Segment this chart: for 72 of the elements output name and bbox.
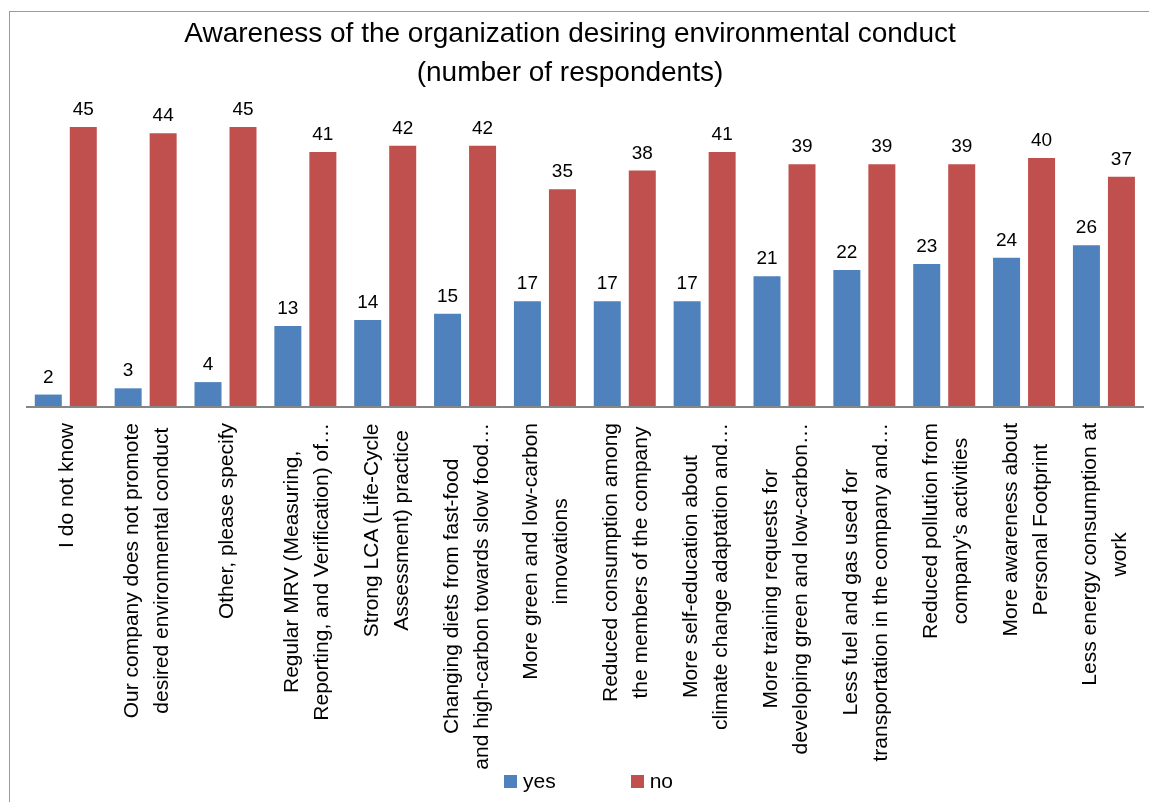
bar [673, 301, 701, 407]
bar [1072, 245, 1100, 407]
bar [513, 301, 541, 407]
data-label: 13 [277, 297, 299, 319]
bar [788, 164, 816, 407]
data-label: 41 [711, 122, 733, 144]
data-label: 21 [756, 247, 778, 269]
bar [114, 388, 142, 407]
bar [948, 164, 976, 407]
data-label: 26 [1075, 216, 1097, 238]
bar [708, 151, 736, 407]
bar [913, 263, 941, 407]
bar [1028, 158, 1056, 407]
bar [229, 127, 257, 407]
data-label: 39 [951, 135, 973, 157]
data-label: 42 [392, 116, 414, 138]
data-label: 4 [202, 353, 214, 375]
data-label: 24 [996, 228, 1018, 250]
x-tick-label: More training requests for developing green and low-carbon… [757, 422, 811, 755]
data-label: 15 [437, 284, 459, 306]
data-label: 41 [312, 122, 334, 144]
bar [194, 382, 222, 407]
x-tick-label: Less energy consumption at work [1077, 422, 1131, 686]
bar [469, 145, 497, 407]
x-tick-label: Less fuel and gas used for transportation in the company and… [837, 422, 891, 762]
x-tick-label: Regular MRV (Measuring, Reporting, and Verification) of… [278, 422, 332, 721]
bar [868, 164, 896, 407]
data-label: 37 [1110, 147, 1132, 169]
bar [274, 326, 302, 407]
data-label: 35 [551, 160, 573, 182]
data-label: 2 [43, 365, 54, 387]
data-label: 45 [72, 98, 94, 119]
bar [354, 319, 382, 407]
bar [753, 276, 781, 407]
x-tick-label: Reduced pollution from company’s activities [917, 422, 971, 639]
x-tick-label: More awareness about Personal Footprint [997, 422, 1051, 637]
data-label: 14 [357, 290, 379, 312]
bar [993, 257, 1021, 407]
x-tick-label: More green and low-carbon innovations [518, 423, 572, 680]
legend-label: no [649, 769, 674, 793]
data-label: 38 [631, 141, 653, 163]
data-label: 40 [1031, 129, 1053, 151]
data-label: 39 [791, 135, 813, 157]
bar [69, 127, 97, 407]
x-tick-label: Strong LCA (Life-Cycle Assessment) practice [358, 423, 412, 638]
data-label: 23 [916, 234, 938, 256]
chart-title: Awareness of the organization desiring environmental conduct (number of respondents) [183, 16, 957, 89]
legend-label: yes [523, 769, 556, 793]
bar [1107, 176, 1135, 407]
bar [389, 145, 417, 407]
x-tick-label: Other, please specify [213, 422, 237, 620]
data-label: 44 [152, 104, 175, 126]
x-tick-label: Our company does not promote desired environmental conduct [119, 423, 173, 719]
data-label: 17 [676, 272, 698, 294]
bar [309, 151, 337, 407]
bar [548, 189, 576, 407]
data-label: 45 [232, 98, 254, 119]
data-label: 17 [596, 272, 618, 294]
data-label: 22 [836, 241, 858, 263]
bar [593, 301, 621, 407]
bar [434, 313, 462, 407]
x-tick-label: Changing diets from fast-food and high-carbon towards slow food… [438, 423, 492, 770]
data-label: 42 [472, 116, 494, 138]
data-label: 3 [122, 359, 134, 381]
x-tick-label: More self-education about climate change adaptation and… [678, 423, 732, 731]
bar [149, 133, 177, 407]
data-label: 39 [871, 135, 893, 157]
bar [833, 270, 861, 407]
x-tick-label: I do not know [54, 422, 78, 548]
x-tick-label: Reduced consumption among the members of the company [598, 423, 652, 703]
bar [628, 170, 656, 407]
data-label: 17 [516, 272, 538, 294]
